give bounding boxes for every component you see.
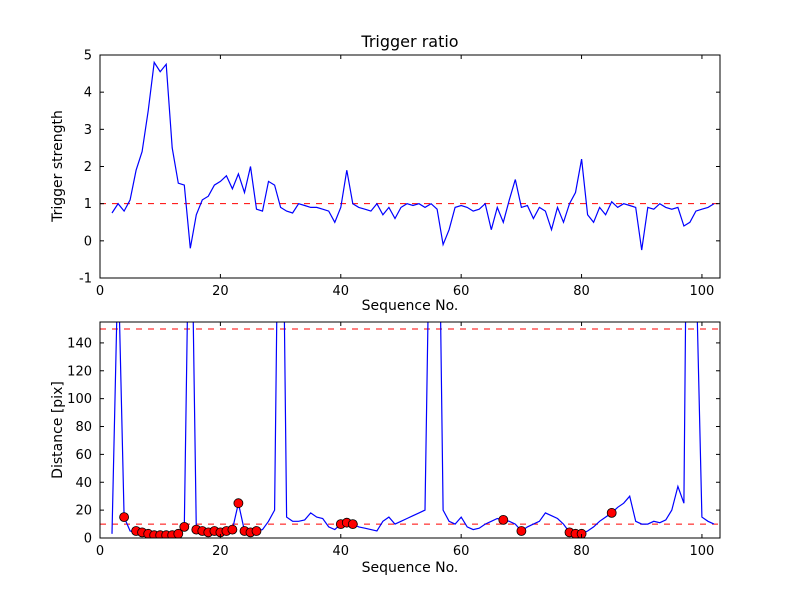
x-tick-label: 100: [690, 284, 715, 299]
x-tick-label: 0: [96, 544, 104, 559]
scatter-marker: [251, 526, 262, 536]
x-tick-label: 40: [333, 544, 350, 559]
y-tick-label: 4: [84, 86, 92, 101]
y-tick-label: 2: [84, 160, 92, 175]
y-tick-label: 5: [84, 49, 92, 64]
scatter-marker: [347, 519, 358, 529]
chart-title: Trigger ratio: [361, 32, 459, 51]
y-tick-label: 40: [75, 476, 92, 491]
scatter-marker: [516, 526, 527, 536]
y-tick-label: 3: [84, 123, 92, 138]
y-tick-label: 0: [84, 532, 92, 547]
y-tick-label: 80: [75, 420, 92, 435]
x-tick-label: 0: [96, 284, 104, 299]
top-x-axis-label: Sequence No.: [361, 298, 459, 314]
axes-frame: [99, 54, 721, 279]
axes-frame: [99, 321, 721, 539]
y-tick-label: 1: [84, 197, 92, 212]
scatter-marker: [576, 528, 587, 538]
top-y-axis-label: Trigger strength: [50, 110, 66, 222]
scatter-marker: [498, 515, 509, 525]
scatter-marker: [179, 522, 190, 532]
scatter-marker: [227, 524, 238, 535]
y-tick-label: 120: [67, 364, 92, 379]
y-tick-label: 100: [67, 392, 92, 407]
x-tick-label: 60: [453, 544, 470, 559]
y-tick-label: 60: [75, 448, 92, 463]
bottom-y-axis-label: Distance [pix]: [50, 381, 66, 479]
bottom-x-axis-label: Sequence No.: [361, 560, 459, 576]
x-tick-label: 20: [212, 284, 229, 299]
scatter-marker: [606, 508, 617, 518]
scatter-marker: [233, 498, 244, 509]
x-tick-label: 80: [573, 544, 590, 559]
y-tick-label: 140: [67, 336, 92, 351]
data-line: [111, 322, 715, 536]
x-tick-label: 100: [690, 544, 715, 559]
x-tick-label: 40: [333, 284, 350, 299]
data-line: [111, 60, 715, 251]
scatter-marker: [119, 512, 129, 522]
x-tick-label: 60: [453, 284, 470, 299]
x-tick-label: 80: [573, 284, 590, 299]
y-tick-label: 0: [84, 234, 92, 249]
plot-area-0: [100, 60, 720, 251]
x-tick-label: 20: [212, 544, 229, 559]
plot-area-1: [100, 322, 720, 538]
y-tick-label: -1: [79, 272, 92, 287]
y-tick-label: 20: [75, 504, 92, 519]
scatter-marker: [173, 528, 184, 538]
